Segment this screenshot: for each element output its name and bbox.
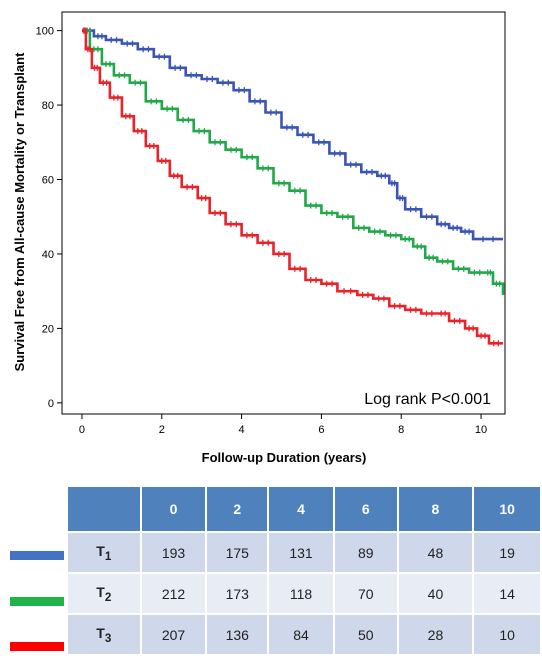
series-layer <box>82 27 505 347</box>
x-tick-label: 10 <box>475 424 487 436</box>
x-tick-label: 2 <box>159 424 165 436</box>
table-cell: 131 <box>267 531 335 574</box>
number-at-risk-table: 0 2 4 6 8 10 T1 193 175 131 89 48 19 T2 … <box>66 485 542 656</box>
y-tick-label: 60 <box>42 175 54 187</box>
table-cell: 193 <box>139 531 208 574</box>
table-cell: 212 <box>139 572 208 615</box>
header-cell: 4 <box>267 485 335 533</box>
header-cell: 10 <box>472 485 542 533</box>
header-cell: 0 <box>139 485 208 533</box>
x-axis: 0 2 4 6 8 10 <box>79 414 487 436</box>
plot-frame <box>61 11 506 415</box>
header-cell: 8 <box>396 485 475 533</box>
series-line-t1 <box>82 29 503 241</box>
legend-swatch-t2 <box>10 597 64 606</box>
series-line-t3 <box>82 29 503 345</box>
header-cell <box>66 485 142 533</box>
table-cell: 207 <box>139 613 208 656</box>
y-tick-label: 0 <box>48 398 54 410</box>
legend-swatch-t1 <box>10 551 64 560</box>
table-cell: 118 <box>267 572 335 615</box>
y-tick-label: 20 <box>42 323 54 335</box>
table-cell: 48 <box>396 531 475 574</box>
table-cell: 28 <box>396 613 475 656</box>
x-tick-label: 4 <box>239 424 245 436</box>
group-label-t3: T3 <box>66 613 142 656</box>
x-tick-label: 6 <box>318 424 324 436</box>
y-axis: 0 20 40 60 80 100 <box>36 26 62 410</box>
y-tick-label: 80 <box>42 100 54 112</box>
table-row: T3 207 136 84 50 28 10 <box>66 613 542 656</box>
group-label-t1: T1 <box>66 531 142 574</box>
group-label-t2: T2 <box>66 572 142 615</box>
table-cell: 10 <box>472 613 542 656</box>
table-cell: 84 <box>267 613 335 656</box>
table-row: T1 193 175 131 89 48 19 <box>66 531 542 574</box>
table-cell: 19 <box>472 531 542 574</box>
x-axis-title: Follow-up Duration (years) <box>202 450 367 465</box>
x-tick-label: 0 <box>79 424 85 436</box>
series-line-t2 <box>82 29 505 295</box>
header-cell: 6 <box>332 485 399 533</box>
header-cell: 2 <box>205 485 270 533</box>
table-row: T2 212 173 118 70 40 14 <box>66 572 542 615</box>
table-cell: 14 <box>472 572 542 615</box>
table-cell: 175 <box>205 531 270 574</box>
table-cell: 40 <box>396 572 475 615</box>
x-tick-label: 8 <box>398 424 404 436</box>
y-tick-label: 40 <box>42 249 54 261</box>
table-cell: 173 <box>205 572 270 615</box>
y-tick-label: 100 <box>36 26 54 38</box>
table-cell: 89 <box>332 531 399 574</box>
risk-table-header-row: 0 2 4 6 8 10 <box>66 485 542 533</box>
log-rank-annotation: Log rank P<0.001 <box>364 391 491 408</box>
table-cell: 136 <box>205 613 270 656</box>
y-axis-title: Survival Free from All-cause Mortality o… <box>12 52 27 372</box>
table-cell: 50 <box>332 613 399 656</box>
km-survival-plot: 0 20 40 60 80 100 0 2 4 6 8 10 Survival Free from … <box>12 11 506 465</box>
table-cell: 70 <box>332 572 399 615</box>
legend-swatch-t3 <box>10 642 64 651</box>
